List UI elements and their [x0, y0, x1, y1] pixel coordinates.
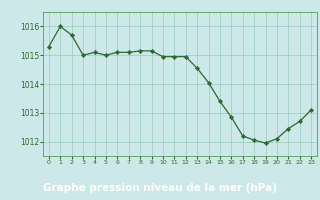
Text: Graphe pression niveau de la mer (hPa): Graphe pression niveau de la mer (hPa)	[43, 183, 277, 193]
